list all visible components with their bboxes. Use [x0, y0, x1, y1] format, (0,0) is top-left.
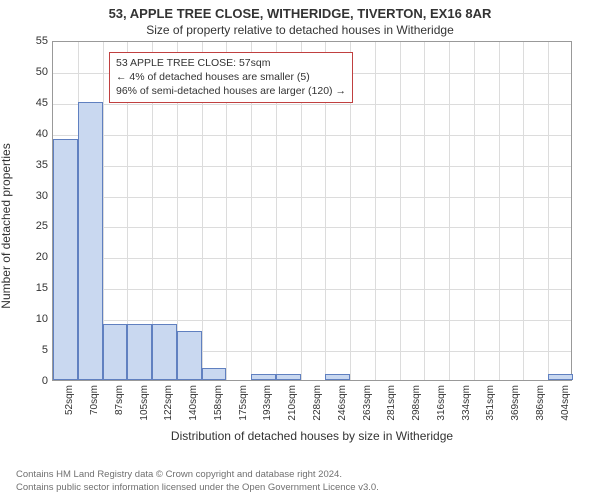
y-tick: 10: [36, 313, 52, 325]
x-tick: 386sqm: [535, 385, 546, 435]
x-tick: 193sqm: [262, 385, 273, 435]
x-tick: 281sqm: [386, 385, 397, 435]
gridline-h: [53, 258, 571, 259]
gridline-v: [523, 42, 524, 380]
gridline-h: [53, 197, 571, 198]
y-tick: 15: [36, 282, 52, 294]
gridline-v: [449, 42, 450, 380]
x-tick: 52sqm: [64, 385, 75, 435]
bar: [202, 368, 227, 380]
y-tick: 35: [36, 159, 52, 171]
bar: [53, 139, 78, 380]
gridline-v: [474, 42, 475, 380]
footer: Contains HM Land Registry data © Crown c…: [16, 469, 379, 494]
x-tick: 210sqm: [287, 385, 298, 435]
x-tick: 228sqm: [312, 385, 323, 435]
x-tick: 70sqm: [89, 385, 100, 435]
y-tick: 30: [36, 190, 52, 202]
x-tick: 351sqm: [485, 385, 496, 435]
bar: [276, 374, 301, 380]
x-tick: 369sqm: [510, 385, 521, 435]
x-tick: 140sqm: [188, 385, 199, 435]
x-tick: 122sqm: [163, 385, 174, 435]
gridline-h: [53, 166, 571, 167]
gridline-v: [375, 42, 376, 380]
plot-area: 53 APPLE TREE CLOSE: 57sqm ← 4% of detac…: [52, 41, 572, 381]
gridline-h: [53, 135, 571, 136]
footer-line-2: Contains public sector information licen…: [16, 482, 379, 494]
footer-line-1: Contains HM Land Registry data © Crown c…: [16, 469, 379, 481]
info-line-3: 96% of semi-detached houses are larger (…: [116, 84, 346, 98]
y-tick: 40: [36, 128, 52, 140]
x-tick: 316sqm: [436, 385, 447, 435]
x-tick: 87sqm: [114, 385, 125, 435]
gridline-v: [499, 42, 500, 380]
x-tick: 158sqm: [213, 385, 224, 435]
gridline-h: [53, 104, 571, 105]
x-tick: 298sqm: [411, 385, 422, 435]
y-tick: 0: [42, 375, 52, 387]
info-box: 53 APPLE TREE CLOSE: 57sqm ← 4% of detac…: [109, 52, 353, 103]
gridline-v: [548, 42, 549, 380]
x-tick: 263sqm: [362, 385, 373, 435]
gridline-v: [400, 42, 401, 380]
page-subtitle: Size of property relative to detached ho…: [0, 21, 600, 41]
x-tick: 105sqm: [139, 385, 150, 435]
gridline-h: [53, 227, 571, 228]
info-line-2: ← 4% of detached houses are smaller (5): [116, 70, 346, 84]
gridline-h: [53, 320, 571, 321]
y-axis-label: Number of detached properties: [0, 143, 13, 308]
page-title: 53, APPLE TREE CLOSE, WITHERIDGE, TIVERT…: [0, 0, 600, 21]
chart: Number of detached properties 0510152025…: [20, 41, 580, 411]
x-tick: 175sqm: [238, 385, 249, 435]
bar: [251, 374, 276, 380]
y-tick: 55: [36, 35, 52, 47]
y-tick: 5: [42, 344, 52, 356]
x-tick: 246sqm: [337, 385, 348, 435]
bar: [548, 374, 573, 380]
bar: [177, 331, 202, 380]
bar: [78, 102, 103, 380]
bar: [127, 324, 152, 380]
gridline-v: [424, 42, 425, 380]
y-tick: 20: [36, 251, 52, 263]
y-tick: 25: [36, 220, 52, 232]
x-tick: 404sqm: [560, 385, 571, 435]
x-tick: 334sqm: [461, 385, 472, 435]
bar: [325, 374, 350, 380]
gridline-h: [53, 289, 571, 290]
info-line-1: 53 APPLE TREE CLOSE: 57sqm: [116, 56, 346, 70]
y-tick: 45: [36, 97, 52, 109]
y-tick: 50: [36, 66, 52, 78]
bar: [152, 324, 177, 380]
bar: [103, 324, 128, 380]
